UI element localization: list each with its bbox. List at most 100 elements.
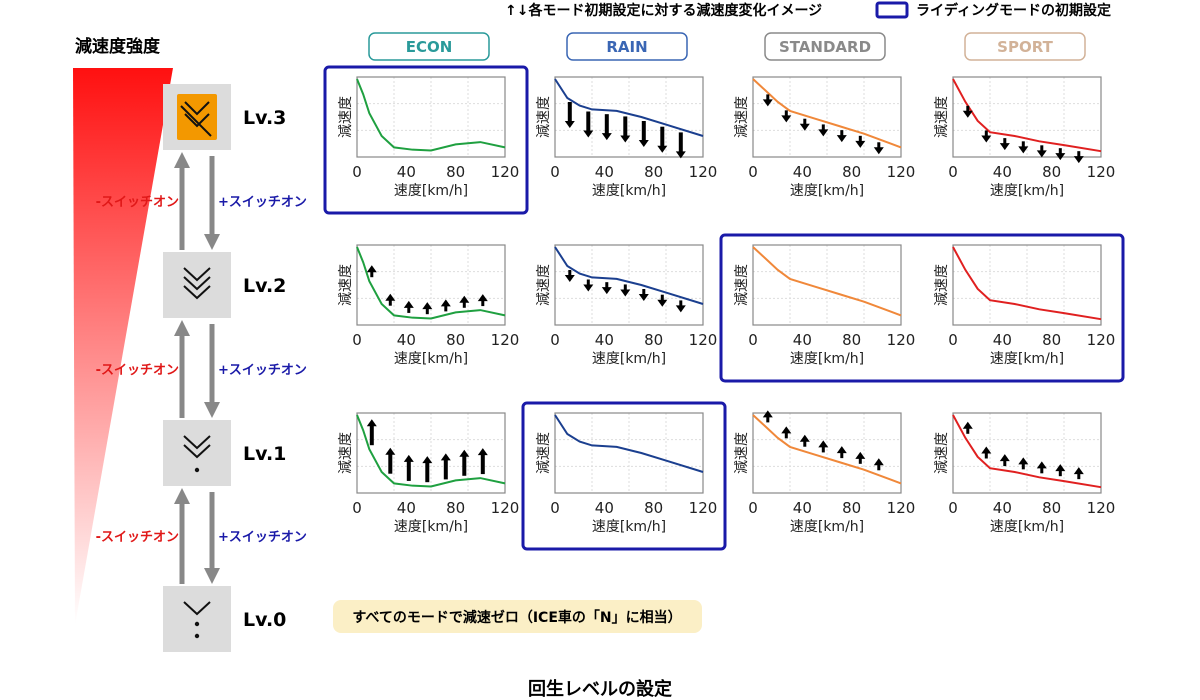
plot-frame xyxy=(952,412,1102,494)
arrow-head xyxy=(1018,146,1029,154)
y-axis-label: 減速度 xyxy=(535,432,552,474)
arrow-head xyxy=(1073,467,1084,475)
y-axis-label: 減速度 xyxy=(337,432,354,474)
x-tick-label: 0 xyxy=(948,499,958,517)
x-tick-label: 80 xyxy=(446,163,465,181)
x-axis-label: 速度[km/h] xyxy=(790,351,864,367)
x-tick-label: 120 xyxy=(887,499,916,517)
arrow-head xyxy=(818,129,829,137)
arrow-head xyxy=(762,410,773,418)
default-mode-highlight xyxy=(323,65,529,215)
arrow-head xyxy=(1073,156,1084,164)
level-1: Lv.2 -スイッチオン +スイッチオン xyxy=(96,252,307,418)
footer-title: 回生レベルの設定 xyxy=(528,678,672,700)
x-tick-label: 0 xyxy=(352,163,362,181)
x-tick-label: 120 xyxy=(491,499,520,517)
mode-badge-rain xyxy=(566,32,688,61)
plot-frame xyxy=(356,76,506,158)
x-tick-label: 80 xyxy=(842,163,861,181)
arrow-head xyxy=(601,133,612,141)
arrow-head xyxy=(873,147,884,155)
x-tick-label: 40 xyxy=(595,331,614,349)
x-tick-label: 80 xyxy=(446,331,465,349)
chart-Lv.3-ECON: 0 40 80 120 速度[km/h] 減速度 xyxy=(337,76,519,199)
plot-frame xyxy=(952,76,1102,158)
x-tick-label: 120 xyxy=(1087,499,1116,517)
plus-switch-label: +スイッチオン xyxy=(218,363,307,378)
arrow-head xyxy=(1055,464,1066,472)
regen-off-icon xyxy=(183,601,211,639)
arrow-head xyxy=(781,426,792,434)
level-label: Lv.3 xyxy=(243,107,286,129)
series-line-econ xyxy=(356,78,506,152)
x-tick-label: 80 xyxy=(644,499,663,517)
default-mode-highlight xyxy=(521,401,727,551)
x-tick-label: 0 xyxy=(550,163,560,181)
plot-frame xyxy=(554,76,704,158)
arrow-head xyxy=(620,289,631,297)
chart-Lv.3-STANDARD: 0 40 80 120 速度[km/h] 減速度 xyxy=(733,76,916,199)
x-tick-label: 40 xyxy=(993,499,1012,517)
arrow-head xyxy=(981,446,992,454)
mode-badge-label: RAIN xyxy=(606,38,647,56)
arrow-head xyxy=(981,135,992,143)
level-2: Lv.1 -スイッチオン +スイッチオン xyxy=(96,420,307,584)
series-line-standard xyxy=(752,414,902,485)
arrow-head xyxy=(1018,457,1029,465)
chart-Lv.2-SPORT: 0 40 80 120 速度[km/h] 減速度 xyxy=(933,244,1115,367)
x-axis-label: 速度[km/h] xyxy=(790,183,864,199)
arrow-head xyxy=(781,115,792,123)
plot-frame xyxy=(952,244,1102,326)
arrow-head xyxy=(999,143,1010,151)
up-arrow-head xyxy=(174,488,190,504)
series-line-rain xyxy=(554,78,704,137)
level-icon-box xyxy=(163,420,231,486)
arrow-head xyxy=(422,302,433,310)
series-line-rain xyxy=(554,414,704,473)
x-axis-label: 速度[km/h] xyxy=(990,351,1064,367)
series-line-sport xyxy=(952,414,1102,489)
y-axis-label: 減速度 xyxy=(337,264,354,306)
plot-frame xyxy=(554,412,704,494)
y-axis-label: 減速度 xyxy=(933,264,950,306)
arrow-head xyxy=(836,446,847,454)
arrow-head xyxy=(855,451,866,459)
down-arrow-head xyxy=(204,402,220,418)
arrow-head xyxy=(962,110,973,118)
series-line-econ xyxy=(356,414,506,488)
arrow-head xyxy=(403,454,414,462)
plus-switch-label: +スイッチオン xyxy=(218,530,307,545)
arrow-head xyxy=(440,299,451,307)
arrow-head xyxy=(675,151,686,159)
lv0-note-bg xyxy=(333,600,702,633)
arrow-head xyxy=(366,419,377,427)
x-tick-label: 0 xyxy=(352,331,362,349)
arrow-head xyxy=(638,294,649,301)
x-tick-label: 0 xyxy=(748,499,758,517)
arrow-head xyxy=(564,275,575,282)
arrow-head xyxy=(999,454,1010,462)
legend-arrow-note: ↑↓各モード初期設定に対する減速度変化イメージ xyxy=(505,2,822,19)
lv0-note: すべてのモードで減速ゼロ（ICE車の「N」に相当） xyxy=(352,609,681,626)
chevron-two-dots-icon xyxy=(183,435,211,473)
arrow-head xyxy=(583,130,594,138)
series-line-standard xyxy=(752,78,902,149)
arrow-head xyxy=(385,447,396,455)
mode-badge-label: SPORT xyxy=(997,38,1053,56)
x-tick-label: 40 xyxy=(793,499,812,517)
arrow-head xyxy=(422,456,433,464)
chart-Lv.3-SPORT: 0 40 80 120 速度[km/h] 減速度 xyxy=(933,76,1115,199)
minus-switch-label: -スイッチオン xyxy=(96,363,179,378)
mode-badge-sport xyxy=(964,32,1086,61)
x-tick-label: 80 xyxy=(1042,331,1061,349)
x-axis-label: 速度[km/h] xyxy=(394,183,468,199)
x-tick-label: 120 xyxy=(887,163,916,181)
x-tick-label: 0 xyxy=(352,499,362,517)
x-axis-label: 速度[km/h] xyxy=(592,351,666,367)
arrow-head xyxy=(1036,461,1047,469)
arrow-head xyxy=(638,140,649,147)
series-line-econ xyxy=(356,246,506,320)
mode-badge-label: ECON xyxy=(406,38,453,56)
arrow-head xyxy=(657,145,668,153)
